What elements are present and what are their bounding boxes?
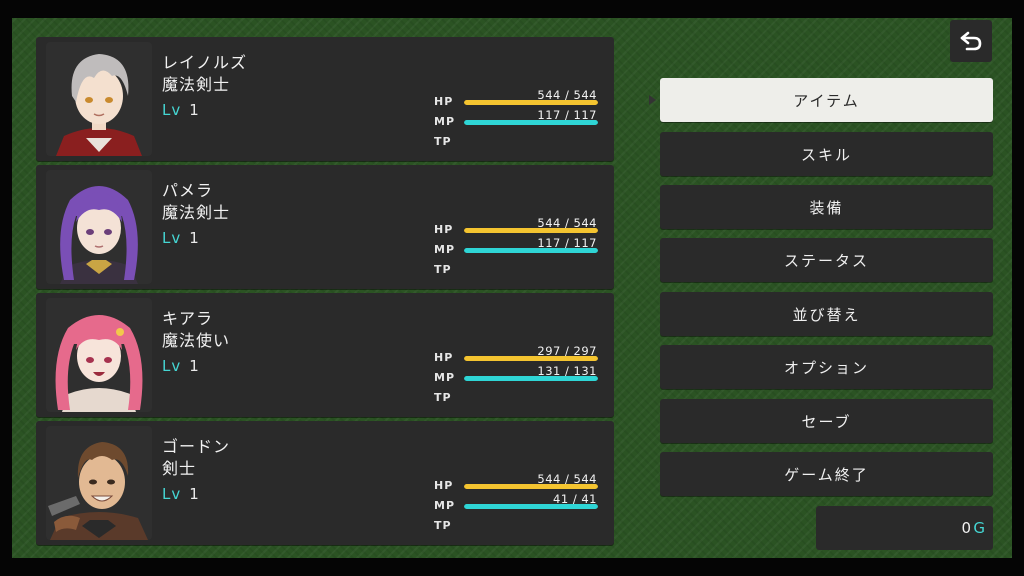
menu-item-item[interactable]: アイテム: [660, 78, 993, 122]
hp-value: 297 / 297: [537, 344, 597, 358]
mp-value: 117 / 117: [537, 108, 597, 122]
member-level: Lv 1: [162, 357, 199, 375]
mp-bar-fill: [464, 248, 598, 253]
hp-bar: [464, 228, 598, 233]
back-button[interactable]: [950, 20, 992, 62]
member-name: レイノルズ: [162, 53, 248, 72]
mp-bar: [464, 376, 598, 381]
party-member-card[interactable]: レイノルズ 魔法剣士 Lv 1 HP 544 / 544 MP 117 / 117…: [36, 37, 614, 161]
menu-item-game-end[interactable]: ゲーム終了: [660, 452, 993, 496]
mp-bar: [464, 120, 598, 125]
portrait-chiara: [46, 298, 152, 412]
member-class: 魔法剣士: [162, 203, 231, 222]
tp-label: TP: [434, 263, 452, 276]
level-label: Lv: [162, 101, 182, 119]
hp-bar-fill: [464, 484, 598, 489]
gold-window: 0 G: [816, 506, 993, 550]
member-level: Lv 1: [162, 485, 199, 503]
menu-item-formation[interactable]: 並び替え: [660, 292, 993, 336]
hp-bar: [464, 356, 598, 361]
mp-label: MP: [434, 499, 456, 512]
hp-label: HP: [434, 95, 454, 108]
portrait-gordon: [46, 426, 152, 540]
member-name: キアラ: [162, 309, 214, 328]
selection-cursor-icon: [649, 95, 656, 105]
mp-bar-fill: [464, 376, 598, 381]
hp-label: HP: [434, 351, 454, 364]
member-class: 剣士: [162, 459, 197, 478]
menu-item-equip[interactable]: 装備: [660, 185, 993, 229]
level-value: 1: [189, 229, 199, 247]
mp-value: 117 / 117: [537, 236, 597, 250]
level-value: 1: [189, 101, 199, 119]
portrait-reynolds: [46, 42, 152, 156]
member-name: ゴードン: [162, 437, 231, 456]
member-class: 魔法使い: [162, 331, 231, 350]
level-label: Lv: [162, 229, 182, 247]
menu-item-status[interactable]: ステータス: [660, 238, 993, 282]
mp-bar-fill: [464, 504, 598, 509]
hp-bar-fill: [464, 356, 598, 361]
level-value: 1: [189, 485, 199, 503]
mp-bar-fill: [464, 120, 598, 125]
party-member-card[interactable]: パメラ 魔法剣士 Lv 1 HP 544 / 544 MP 117 / 117 T…: [36, 165, 614, 289]
mp-label: MP: [434, 371, 456, 384]
portrait-pamela: [46, 170, 152, 284]
hp-value: 544 / 544: [537, 88, 597, 102]
hp-bar-fill: [464, 100, 598, 105]
tp-label: TP: [434, 135, 452, 148]
level-label: Lv: [162, 485, 182, 503]
mp-value: 131 / 131: [537, 364, 597, 378]
hp-bar-fill: [464, 228, 598, 233]
member-level: Lv 1: [162, 229, 199, 247]
tp-label: TP: [434, 519, 452, 532]
mp-bar: [464, 248, 598, 253]
member-level: Lv 1: [162, 101, 199, 119]
menu-item-skill[interactable]: スキル: [660, 132, 993, 176]
hp-label: HP: [434, 479, 454, 492]
mp-bar: [464, 504, 598, 509]
hp-bar: [464, 484, 598, 489]
party-member-card[interactable]: キアラ 魔法使い Lv 1 HP 297 / 297 MP 131 / 131 T…: [36, 293, 614, 417]
mp-value: 41 / 41: [553, 492, 597, 506]
level-value: 1: [189, 357, 199, 375]
hp-bar: [464, 100, 598, 105]
mp-label: MP: [434, 115, 456, 128]
mp-label: MP: [434, 243, 456, 256]
hp-value: 544 / 544: [537, 216, 597, 230]
member-name: パメラ: [162, 181, 214, 200]
menu-item-save[interactable]: セーブ: [660, 399, 993, 443]
level-label: Lv: [162, 357, 182, 375]
tp-label: TP: [434, 391, 452, 404]
party-member-card[interactable]: ゴードン 剣士 Lv 1 HP 544 / 544 MP 41 / 41 TP: [36, 421, 614, 545]
menu-item-options[interactable]: オプション: [660, 345, 993, 389]
return-arrow-icon: [960, 31, 982, 51]
hp-value: 544 / 544: [537, 472, 597, 486]
hp-label: HP: [434, 223, 454, 236]
gold-unit: G: [973, 519, 985, 537]
gold-amount: 0: [961, 519, 971, 537]
member-class: 魔法剣士: [162, 75, 231, 94]
